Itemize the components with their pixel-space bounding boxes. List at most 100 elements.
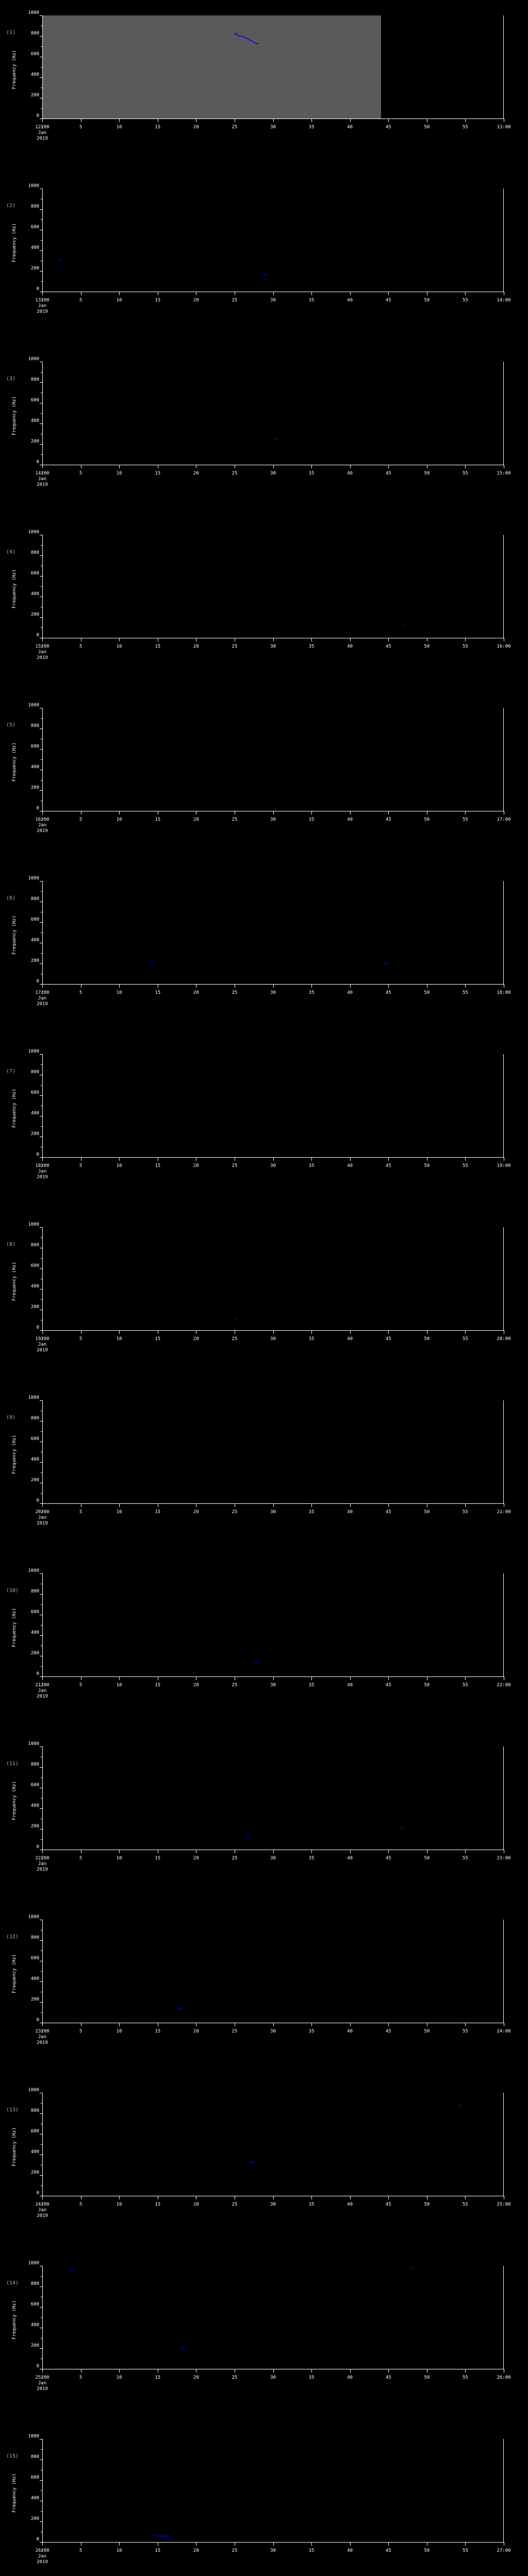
x-tick-mark bbox=[350, 1676, 351, 1680]
y-minor-tick-mark bbox=[41, 718, 42, 719]
x-tick-mark bbox=[42, 2196, 43, 2199]
plot-area[interactable] bbox=[42, 2439, 504, 2542]
plot-area[interactable] bbox=[42, 2093, 504, 2196]
x-tick-label: 35 bbox=[308, 990, 315, 995]
x-tick-mark bbox=[388, 118, 389, 122]
x-tick-label: 55 bbox=[462, 1683, 468, 1688]
x-tick-label: 25 bbox=[232, 125, 238, 130]
plot-area[interactable] bbox=[42, 1400, 504, 1503]
x-tick-label: 20 bbox=[193, 2375, 199, 2380]
x-tick-mark bbox=[388, 1676, 389, 1680]
x-tick-label: 15 bbox=[155, 125, 161, 130]
plot-area[interactable] bbox=[42, 2266, 504, 2369]
x-axis-date-label: 2 Jan 2019 bbox=[37, 2548, 48, 2565]
y-tick-mark bbox=[40, 2002, 42, 2003]
x-tick-label: 30 bbox=[270, 644, 276, 649]
x-tick-label: 15 bbox=[155, 1163, 161, 1168]
x-tick-mark bbox=[273, 2196, 274, 2199]
plot-panel: (3) Frequency (Hz) 0 200 400 600 800 1000 14:00 5… bbox=[0, 346, 528, 519]
x-tick-label: 35 bbox=[308, 125, 315, 130]
x-tick-label: 50 bbox=[424, 2548, 430, 2553]
x-tick-label: 55 bbox=[462, 817, 468, 822]
x-tick-label: 50 bbox=[424, 817, 430, 822]
plot-area[interactable] bbox=[42, 1227, 504, 1330]
panel-index-label: (13) bbox=[6, 2107, 19, 2113]
date-line-1: 2 bbox=[41, 2029, 44, 2034]
x-tick-label: 21:00 bbox=[497, 1510, 511, 1515]
plot-area[interactable] bbox=[42, 881, 504, 984]
x-tick-label: 20 bbox=[193, 2548, 199, 2553]
x-tick-label: 18:00 bbox=[35, 1163, 50, 1168]
x-tick-label: 15:00 bbox=[35, 644, 50, 649]
x-tick-mark bbox=[465, 984, 466, 988]
x-tick-label: 55 bbox=[462, 2202, 468, 2207]
plot-area[interactable] bbox=[42, 189, 504, 292]
x-tick-mark bbox=[311, 2542, 312, 2546]
x-tick-label: 55 bbox=[462, 1163, 468, 1168]
x-tick-label: 5 bbox=[79, 1336, 82, 1342]
plot-panel: (13) Frequency (Hz) 0 200 400 600 800 1000 24:00… bbox=[0, 2077, 528, 2250]
x-tick-label: 5 bbox=[79, 817, 82, 822]
x-tick-label: 25 bbox=[232, 2548, 238, 2553]
x-tick-label: 17:00 bbox=[497, 817, 511, 822]
x-tick-label: 25 bbox=[232, 1856, 238, 1861]
x-tick-mark bbox=[350, 1330, 351, 1334]
x-tick-label: 30 bbox=[270, 1683, 276, 1688]
y-tick-mark bbox=[40, 1808, 42, 1809]
date-line-3: 2019 bbox=[37, 2386, 48, 2392]
date-line-2: Jan bbox=[38, 1688, 47, 1693]
plot-area[interactable] bbox=[42, 1573, 504, 1676]
plot-panel: (2) Frequency (Hz) 0 200 400 600 800 1000 13:00 5… bbox=[0, 173, 528, 346]
x-tick-label: 15 bbox=[155, 1683, 161, 1688]
plot-panel: (5) Frequency (Hz) 0 200 400 600 800 1000 16:00 5… bbox=[0, 692, 528, 866]
date-line-2: Jan bbox=[38, 2381, 47, 2386]
date-line-3: 2019 bbox=[37, 1521, 48, 1526]
y-tick-mark bbox=[40, 555, 42, 556]
y-minor-tick-mark bbox=[41, 1085, 42, 1086]
date-line-3: 2019 bbox=[37, 828, 48, 834]
x-tick-mark bbox=[350, 1503, 351, 1507]
x-tick-label: 20 bbox=[193, 1683, 199, 1688]
x-tick-label: 25 bbox=[232, 2029, 238, 2034]
y-axis-label: Frequency (Hz) bbox=[12, 1262, 17, 1301]
x-tick-mark bbox=[465, 1850, 466, 1853]
x-tick-label: 30 bbox=[270, 2029, 276, 2034]
plot-area[interactable] bbox=[42, 1054, 504, 1157]
y-axis-label: Frequency (Hz) bbox=[12, 1954, 17, 1993]
x-tick-label: 50 bbox=[424, 990, 430, 995]
y-tick-mark bbox=[40, 963, 42, 964]
y-minor-tick-mark bbox=[41, 2103, 42, 2104]
plot-area[interactable] bbox=[42, 1747, 504, 1850]
x-tick-mark bbox=[350, 292, 351, 295]
date-line-1: 2 bbox=[41, 1336, 44, 1342]
date-line-2: Jan bbox=[38, 1169, 47, 1174]
plot-area[interactable] bbox=[42, 535, 504, 638]
plot-area[interactable] bbox=[42, 15, 504, 118]
x-tick-mark bbox=[311, 2196, 312, 2199]
x-tick-mark bbox=[119, 292, 120, 295]
date-line-3: 2019 bbox=[37, 655, 48, 660]
y-minor-tick-mark bbox=[41, 1064, 42, 1065]
x-tick-label: 18:00 bbox=[497, 990, 511, 995]
y-axis-label: Frequency (Hz) bbox=[12, 2300, 17, 2340]
panel-index-label: (14) bbox=[6, 2280, 19, 2286]
y-tick-mark bbox=[40, 617, 42, 618]
x-tick-mark bbox=[388, 1330, 389, 1334]
date-line-1: 2 bbox=[41, 471, 44, 476]
x-tick-label: 10 bbox=[116, 2029, 122, 2034]
x-tick-label: 40 bbox=[347, 2548, 353, 2553]
y-minor-tick-mark bbox=[41, 281, 42, 282]
x-tick-label: 25 bbox=[232, 990, 238, 995]
plot-area[interactable] bbox=[42, 708, 504, 811]
x-tick-label: 20 bbox=[193, 2202, 199, 2207]
plot-panel: (11) Frequency (Hz) 0 200 400 600 800 1000 22:00… bbox=[0, 1731, 528, 1904]
y-minor-tick-mark bbox=[41, 759, 42, 760]
x-tick-mark bbox=[311, 1157, 312, 1161]
plot-area[interactable] bbox=[42, 362, 504, 465]
x-axis-date-label: 2 Jan 2019 bbox=[37, 817, 48, 834]
date-line-3: 2019 bbox=[37, 2040, 48, 2045]
y-minor-tick-mark bbox=[41, 108, 42, 109]
y-axis-label: Frequency (Hz) bbox=[12, 2127, 17, 2166]
panel-index-label: (12) bbox=[6, 1934, 19, 1940]
plot-area[interactable] bbox=[42, 1920, 504, 2023]
